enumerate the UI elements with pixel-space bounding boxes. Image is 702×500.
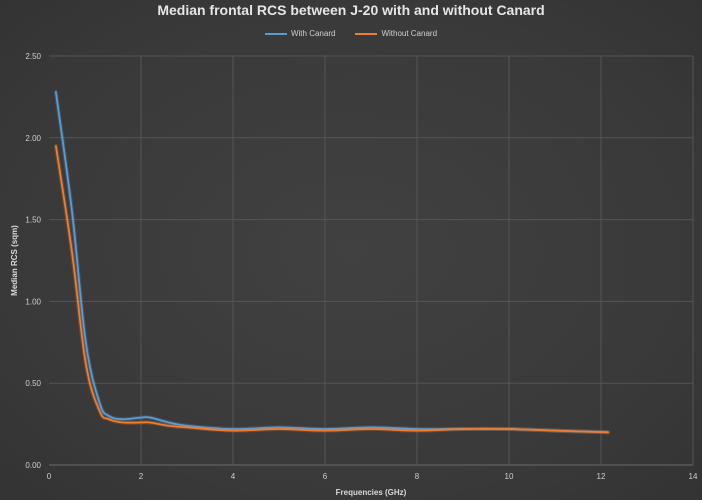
legend: With Canard Without Canard xyxy=(0,29,702,38)
legend-item-with-canard: With Canard xyxy=(264,29,336,38)
series-line-without-canard xyxy=(55,145,609,434)
y-tick-label: 0.50 xyxy=(25,379,41,388)
x-tick-label: 6 xyxy=(323,472,328,481)
y-tick-label: 2.50 xyxy=(25,52,41,61)
legend-swatch-without-canard xyxy=(355,32,378,35)
y-tick-label: 1.00 xyxy=(25,297,41,306)
legend-item-without-canard: Without Canard xyxy=(355,29,437,38)
x-tick-label: 14 xyxy=(689,472,698,481)
y-tick-label: 1.50 xyxy=(25,216,41,225)
chart-title: Median frontal RCS between J-20 with and… xyxy=(157,2,545,18)
y-tick-label: 2.00 xyxy=(25,134,41,143)
x-tick-label: 4 xyxy=(231,472,236,481)
x-tick-label: 8 xyxy=(415,472,420,481)
y-axis-label: Median RCS (sqm) xyxy=(10,225,19,296)
x-axis-label: Frequencies (GHz) xyxy=(336,488,407,497)
y-tick-label: 0.00 xyxy=(25,461,41,470)
series-glow-without-canard xyxy=(53,143,610,435)
legend-swatch-with-canard xyxy=(264,32,287,35)
series-glow-with-canard xyxy=(53,89,610,435)
legend-label-without-canard: Without Canard xyxy=(381,29,438,38)
series-line-with-canard xyxy=(55,91,609,434)
x-tick-label: 2 xyxy=(139,472,144,481)
x-tick-label: 10 xyxy=(505,472,514,481)
x-tick-label: 12 xyxy=(597,472,606,481)
legend-label-with-canard: With Canard xyxy=(290,29,336,38)
x-tick-label: 0 xyxy=(47,472,52,481)
